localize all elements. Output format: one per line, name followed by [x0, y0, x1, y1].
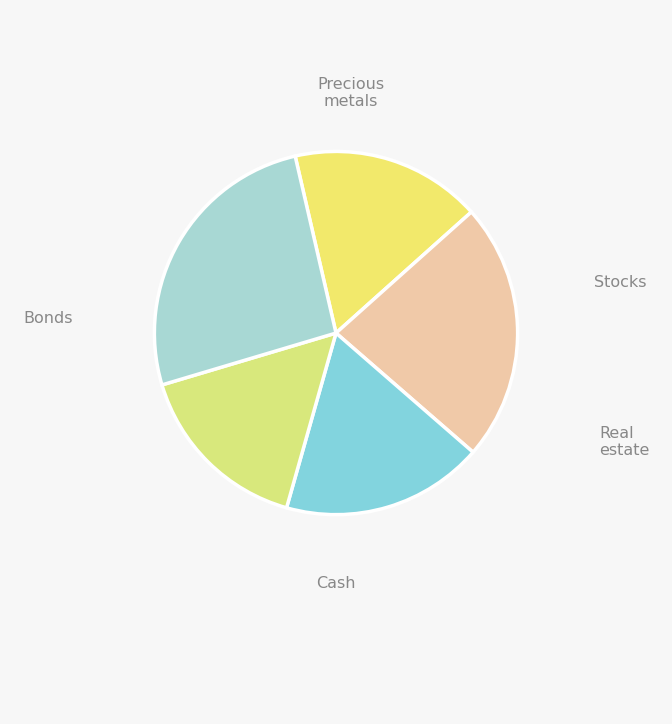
Wedge shape [336, 212, 517, 452]
Wedge shape [162, 333, 336, 508]
Text: Bonds: Bonds [23, 311, 73, 326]
Text: Cash: Cash [317, 576, 355, 592]
Text: Real
estate: Real estate [599, 426, 650, 458]
Wedge shape [295, 151, 471, 333]
Wedge shape [155, 156, 336, 385]
Text: Precious
metals: Precious metals [317, 77, 384, 109]
Wedge shape [286, 333, 473, 515]
Text: Stocks: Stocks [594, 274, 646, 290]
